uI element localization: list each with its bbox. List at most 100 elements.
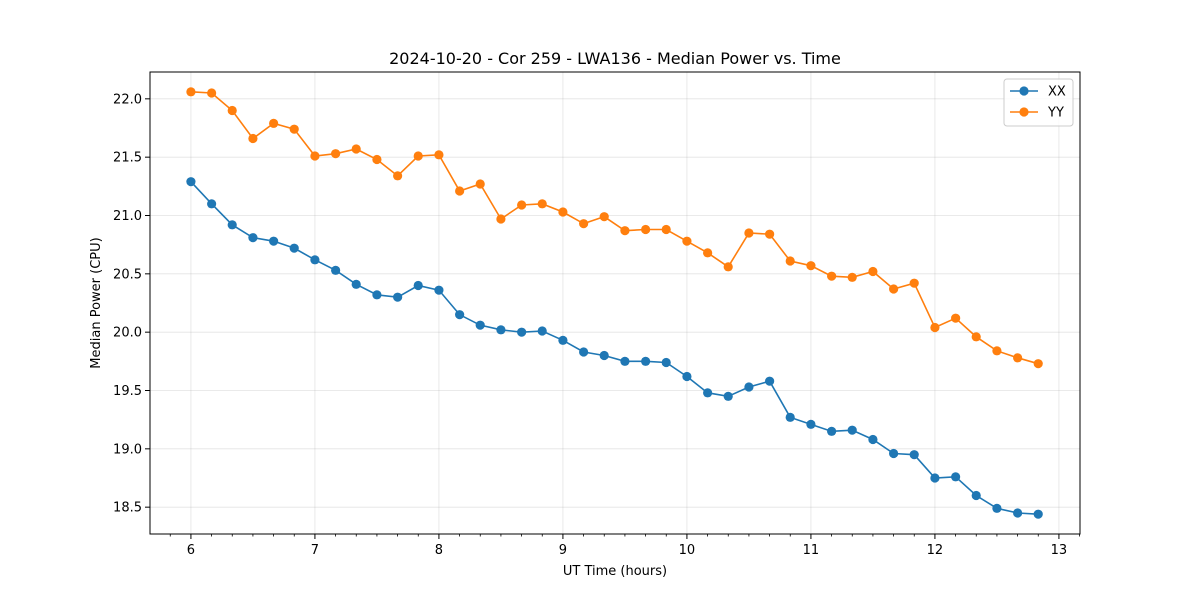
data-point-yy — [475, 179, 485, 189]
data-point-xx — [909, 450, 919, 460]
data-point-yy — [434, 150, 444, 160]
legend-label-yy: YY — [1047, 106, 1064, 121]
legend: XX YY — [1003, 78, 1074, 127]
data-point-xx — [579, 347, 589, 357]
y-tick-label: 21.0 — [113, 209, 142, 224]
data-point-yy — [496, 214, 506, 224]
data-point-yy — [641, 224, 651, 235]
data-point-yy — [372, 154, 382, 165]
data-point-xx — [269, 236, 279, 246]
data-point-yy — [971, 332, 981, 342]
data-point-xx — [599, 350, 609, 361]
x-tick-label: 10 — [679, 543, 696, 558]
data-point-yy — [661, 224, 671, 235]
data-point-yy — [703, 248, 713, 258]
data-point-yy — [806, 261, 816, 271]
legend-marker-yy — [1019, 107, 1029, 117]
data-point-xx — [661, 357, 671, 368]
data-point-yy — [351, 144, 361, 154]
data-point-xx — [785, 412, 795, 422]
data-point-xx — [517, 327, 527, 337]
y-axis-label: Median Power (CPU) — [89, 237, 104, 368]
data-point-yy — [579, 219, 589, 229]
data-point-xx — [310, 255, 320, 265]
x-tick-label: 7 — [311, 543, 319, 558]
y-tick-label: 20.0 — [113, 326, 142, 341]
plot-frame — [149, 71, 1081, 535]
data-point-xx — [496, 325, 506, 335]
data-point-xx — [475, 320, 485, 330]
data-point-xx — [641, 356, 651, 366]
data-point-xx — [537, 326, 547, 336]
legend-marker-xx — [1019, 86, 1029, 96]
data-point-xx — [889, 448, 899, 459]
data-point-xx — [992, 503, 1002, 513]
chart-title: 2024-10-20 - Cor 259 - LWA136 - Median P… — [389, 49, 841, 68]
data-point-xx — [682, 371, 692, 382]
data-point-xx — [620, 356, 630, 366]
x-tick-label: 9 — [559, 543, 567, 558]
series-layer — [186, 87, 1043, 519]
data-point-yy — [455, 186, 465, 196]
data-point-yy — [207, 88, 217, 98]
y-tick-label: 20.5 — [113, 267, 142, 282]
data-point-yy — [227, 105, 237, 116]
data-point-xx — [847, 425, 857, 435]
data-point-xx — [434, 285, 444, 295]
x-tick-label: 8 — [435, 543, 443, 558]
data-point-xx — [951, 472, 961, 482]
data-point-xx — [703, 388, 713, 398]
data-point-xx — [827, 426, 837, 436]
data-point-yy — [331, 149, 341, 159]
x-axis-label: UT Time (hours) — [563, 564, 667, 579]
data-point-yy — [827, 271, 837, 281]
data-point-xx — [744, 382, 754, 392]
data-point-yy — [289, 124, 299, 134]
data-point-yy — [1013, 353, 1023, 363]
series-line-yy — [190, 91, 1039, 365]
y-tick-label: 19.0 — [113, 442, 142, 457]
data-point-xx — [1033, 509, 1043, 519]
legend-label-xx: XX — [1048, 85, 1066, 100]
y-tick-label: 19.5 — [113, 384, 142, 399]
data-point-yy — [744, 228, 754, 238]
data-point-yy — [723, 262, 733, 272]
data-point-yy — [765, 229, 775, 239]
data-point-yy — [269, 118, 279, 128]
data-point-xx — [723, 391, 733, 401]
data-point-yy — [248, 133, 258, 144]
data-point-xx — [930, 473, 940, 483]
data-point-xx — [413, 280, 423, 291]
data-point-xx — [1013, 508, 1023, 518]
data-point-yy — [537, 199, 547, 209]
data-point-xx — [331, 265, 341, 275]
data-point-xx — [393, 292, 403, 302]
data-point-xx — [227, 220, 237, 230]
data-point-yy — [186, 87, 196, 97]
data-point-yy — [413, 151, 423, 161]
y-tick-label: 22.0 — [113, 92, 142, 107]
series-line-xx — [190, 181, 1039, 515]
data-point-yy — [517, 200, 527, 210]
data-point-yy — [682, 236, 692, 246]
data-point-yy — [620, 226, 630, 236]
data-point-yy — [909, 278, 919, 288]
data-point-xx — [351, 279, 361, 289]
data-point-xx — [868, 434, 878, 445]
grid-layer — [150, 72, 1080, 534]
data-point-yy — [951, 313, 961, 323]
data-point-yy — [785, 256, 795, 266]
data-point-xx — [372, 290, 382, 300]
data-point-xx — [455, 310, 465, 320]
data-point-yy — [992, 346, 1002, 356]
data-point-yy — [393, 171, 403, 181]
ticks-layer: 6 7 8 9 10 11 12 13 18.5 19.0 19.5 20.0 20.5 21.0 21.5… — [113, 92, 1080, 558]
data-point-xx — [289, 243, 299, 253]
data-point-yy — [1033, 359, 1043, 369]
data-point-xx — [806, 419, 816, 429]
data-point-xx — [971, 490, 981, 501]
x-tick-label: 12 — [927, 543, 944, 558]
x-tick-label: 13 — [1051, 543, 1068, 558]
data-point-xx — [765, 376, 775, 386]
